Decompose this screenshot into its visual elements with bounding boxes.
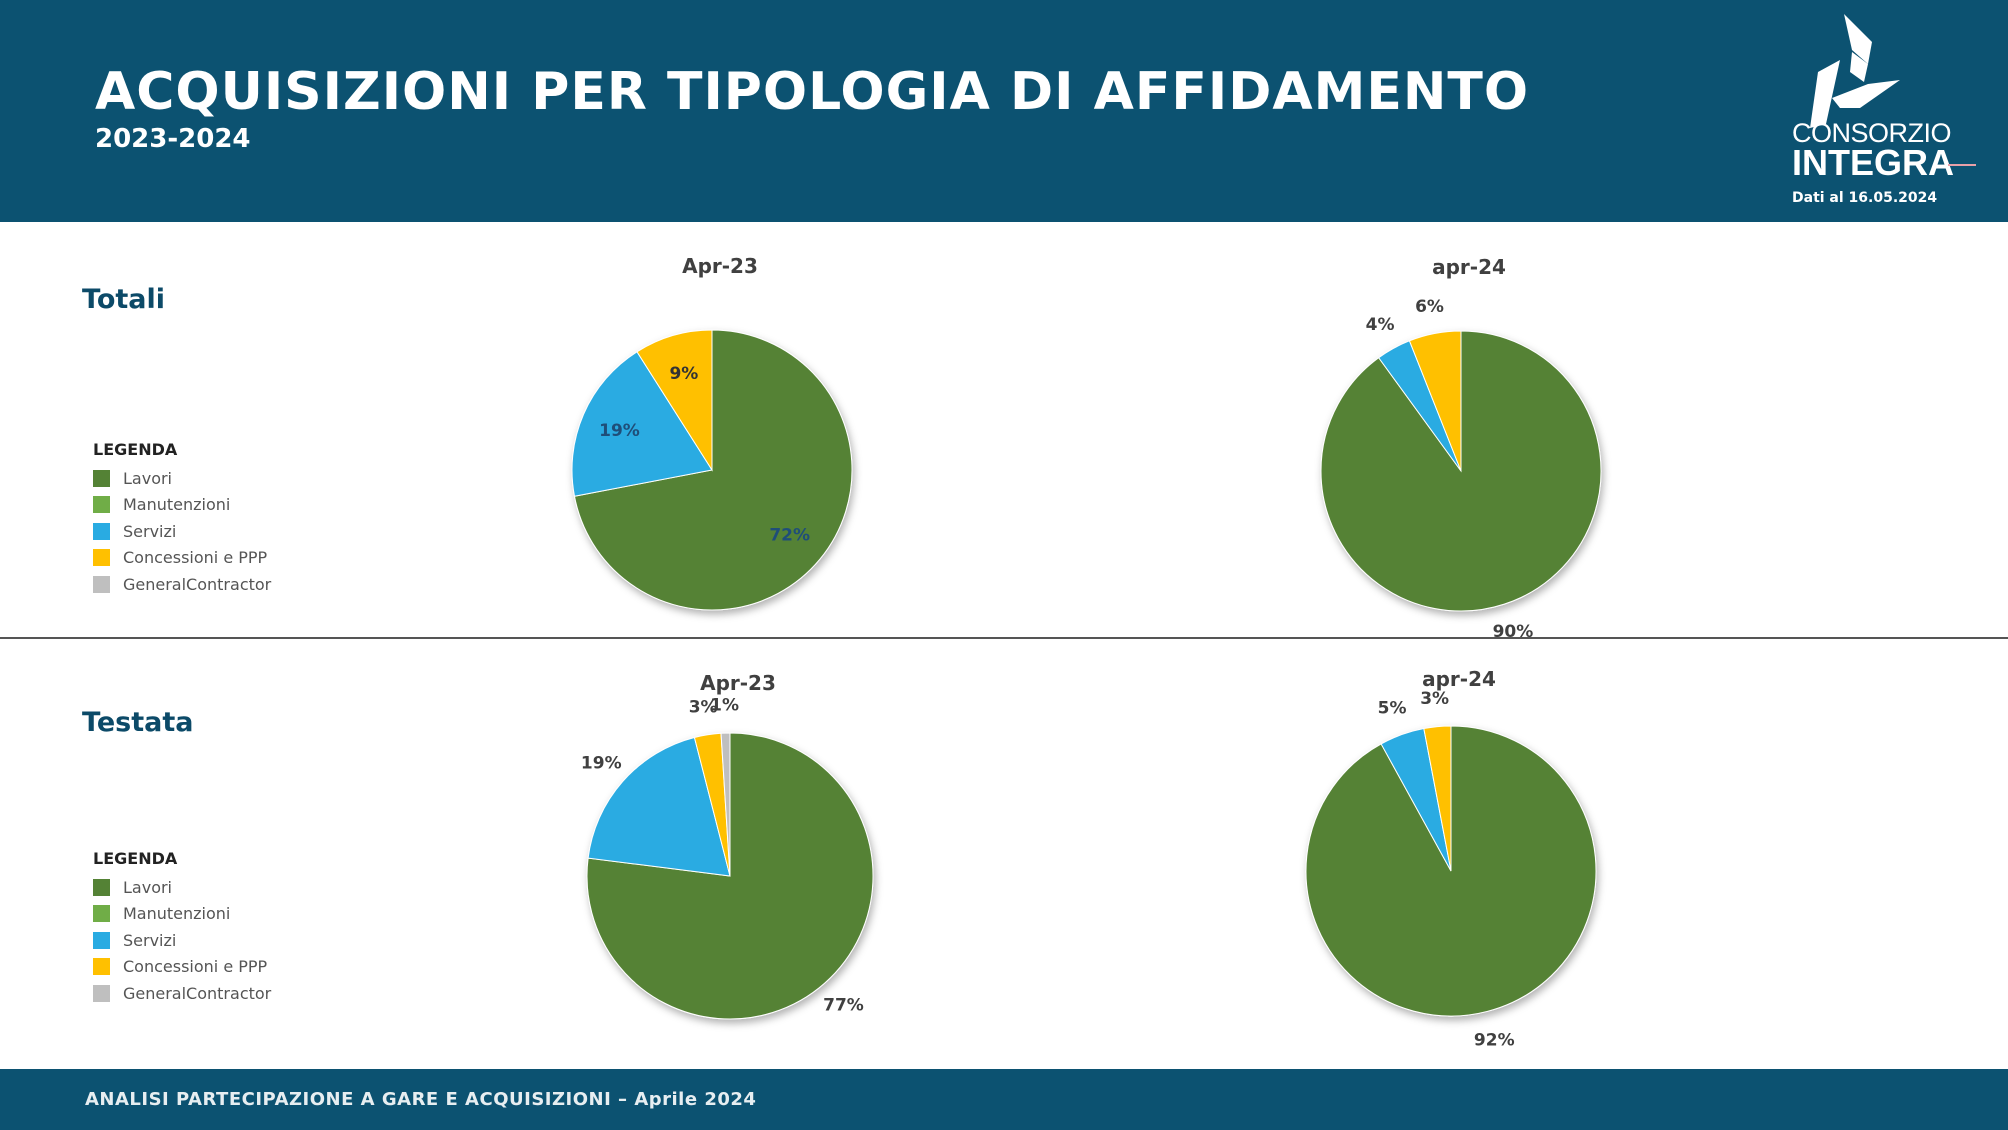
legend-item: Servizi — [93, 518, 271, 545]
section-label-testata: Testata — [82, 707, 194, 738]
legend-swatch — [93, 549, 110, 567]
legend-testata: LEGENDA Lavori Manutenzioni Servizi Concess… — [93, 849, 271, 1007]
pie-chart — [586, 732, 874, 1020]
pie-slice-concessioni-e-ppp — [636, 329, 713, 472]
logo-accent-line — [1948, 164, 1976, 166]
data-label: 90% — [1493, 622, 1534, 642]
legend-item: Manutenzioni — [93, 492, 271, 519]
section-label-totali: Totali — [82, 284, 166, 315]
pie-slice-concessioni-e-ppp — [1408, 330, 1462, 472]
legend-item: Concessioni e PPP — [93, 954, 271, 981]
legend-label: Manutenzioni — [123, 495, 231, 515]
logo-text-integra: INTEGRA — [1792, 142, 1954, 183]
legend-label: Servizi — [123, 521, 177, 541]
header-banner: ACQUISIZIONI PER TIPOLOGIA DI AFFIDAMENT… — [0, 0, 2008, 222]
pie-slice-concessioni-e-ppp — [1423, 725, 1452, 872]
legend-swatch — [93, 905, 110, 923]
legend-item: Lavori — [93, 465, 271, 492]
data-label: 1% — [710, 695, 739, 715]
legend-item: Lavori — [93, 874, 271, 901]
legend-swatch — [93, 878, 110, 896]
legend-label: GeneralContractor — [123, 983, 272, 1003]
data-label: 19% — [581, 754, 622, 774]
footer-text: ANALISI PARTECIPAZIONE A GARE E ACQUISIZ… — [85, 1089, 757, 1110]
chart-title: Apr-23 — [700, 671, 776, 695]
data-label: 3% — [1420, 689, 1449, 709]
pie-chart — [1320, 330, 1602, 612]
pie-slice-servizi — [587, 736, 731, 877]
data-label: 77% — [823, 996, 864, 1016]
pie-slice-generalcontractor — [720, 732, 731, 877]
pie-slice-lavori — [573, 329, 853, 611]
legend-swatch — [93, 469, 110, 487]
footer-banner: ANALISI PARTECIPAZIONE A GARE E ACQUISIZ… — [0, 1069, 2008, 1130]
logo-text-consorzio: CONSORZIO — [1792, 118, 1952, 148]
legend-label: Lavori — [123, 468, 172, 488]
consorzio-integra-logo-icon — [1810, 14, 1900, 128]
legend-swatch — [93, 984, 110, 1002]
legend-label: Concessioni e PPP — [123, 957, 268, 977]
pie-chart — [1305, 725, 1597, 1017]
legend-title: LEGENDA — [93, 849, 178, 868]
pie-slice-servizi — [571, 351, 713, 497]
page-subtitle: 2023-2024 — [95, 124, 251, 154]
legend-swatch — [93, 958, 110, 976]
data-label: 92% — [1474, 1031, 1515, 1051]
section-divider — [0, 637, 2008, 639]
data-label: 6% — [1415, 297, 1444, 317]
legend-swatch — [93, 931, 110, 949]
chart-title: apr-24 — [1432, 255, 1506, 279]
legend-swatch — [93, 522, 110, 540]
legend-swatch — [93, 575, 110, 593]
legend-item: GeneralContractor — [93, 980, 271, 1007]
chart-title: apr-24 — [1422, 667, 1496, 691]
data-date: Dati al 16.05.2024 — [1792, 190, 1938, 206]
legend-totali: LEGENDA Lavori Manutenzioni Servizi Concess… — [93, 440, 271, 598]
page-title: ACQUISIZIONI PER TIPOLOGIA DI AFFIDAMENT… — [95, 62, 1530, 122]
pie-chart — [571, 329, 853, 611]
data-label: 19% — [599, 421, 640, 441]
legend-label: GeneralContractor — [123, 574, 272, 594]
pie-slice-lavori — [586, 732, 874, 1020]
legend-label: Servizi — [123, 930, 177, 950]
data-label: 72% — [769, 525, 810, 545]
legend-label: Concessioni e PPP — [123, 548, 268, 568]
legend-item: GeneralContractor — [93, 571, 271, 598]
legend-swatch — [93, 496, 110, 514]
legend-item: Concessioni e PPP — [93, 545, 271, 572]
legend-item: Servizi — [93, 927, 271, 954]
chart-title: Apr-23 — [682, 254, 758, 278]
legend-label: Lavori — [123, 877, 172, 897]
legend-item: Manutenzioni — [93, 901, 271, 928]
data-label: 4% — [1366, 315, 1395, 335]
data-label: 3% — [689, 698, 718, 718]
legend-label: Manutenzioni — [123, 904, 231, 924]
data-label: 5% — [1378, 698, 1407, 718]
data-label: 9% — [669, 364, 698, 384]
legend-title: LEGENDA — [93, 440, 178, 459]
